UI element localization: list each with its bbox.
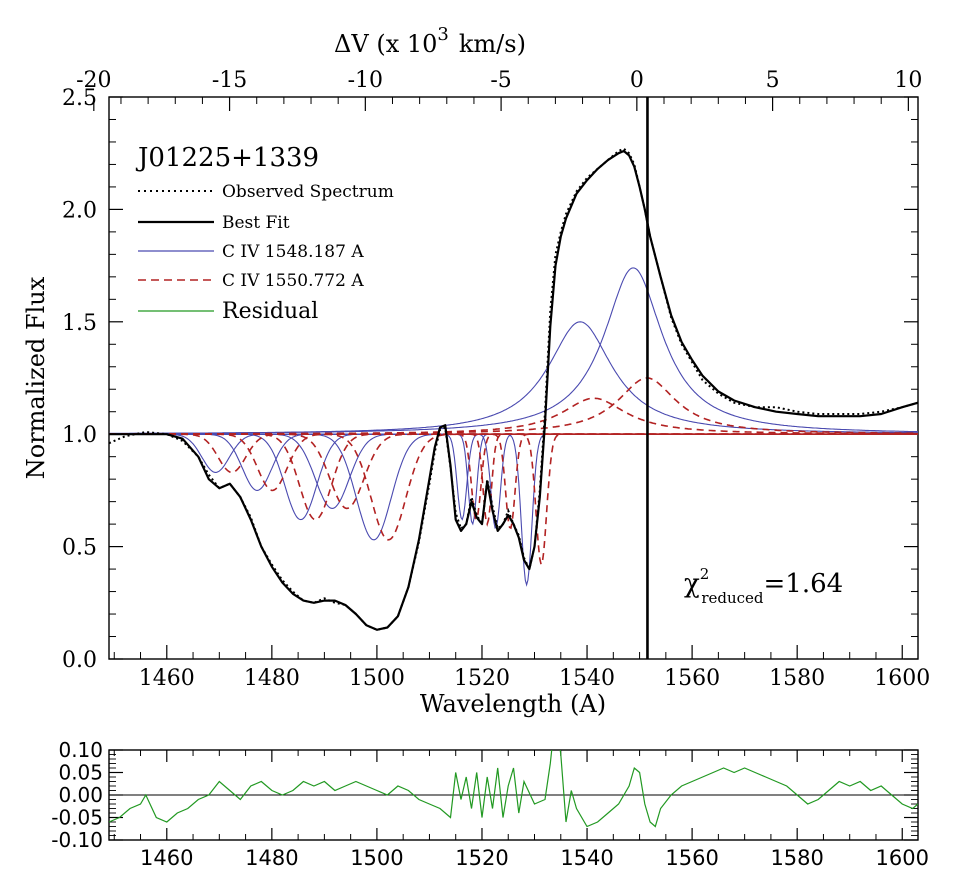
y-tick-label: 0.0 <box>62 648 97 673</box>
civ-1550-component <box>109 397 918 435</box>
civ-1550-component <box>109 377 918 435</box>
y-tick-label: 1.0 <box>62 423 97 448</box>
res-x-tick-label: 1520 <box>455 846 508 870</box>
top-axis-suffix: km/s) <box>459 30 526 58</box>
civ-1550-component <box>109 433 918 567</box>
x-tick-label: 1520 <box>454 666 510 691</box>
civ-1550-component <box>109 433 918 521</box>
residual-series-group <box>109 750 918 828</box>
best-fit-line <box>109 149 918 631</box>
civ-1548-component <box>109 433 918 521</box>
res-x-tick-label: 1580 <box>770 846 823 870</box>
top-axis-prefix: ΔV (x 10 <box>334 30 437 58</box>
civ-1548-component <box>109 433 918 587</box>
top-axis-exponent: 3 <box>437 24 448 45</box>
top-tick-label: 10 <box>894 68 922 93</box>
chi-squared-annotation: χ2 reduced=1.64 <box>684 565 843 607</box>
res-y-tick-label: 0.05 <box>58 761 103 785</box>
res-x-tick-label: 1500 <box>350 846 403 870</box>
res-y-tick-label: -0.10 <box>51 828 103 852</box>
res-x-tick-label: 1560 <box>665 846 718 870</box>
legend-label-bestfit: Best Fit <box>222 213 290 233</box>
top-tick-label: -10 <box>348 68 383 93</box>
x-tick-label: 1560 <box>664 666 720 691</box>
main-series-group <box>109 97 918 659</box>
res-x-tick-label: 1540 <box>560 846 613 870</box>
civ-1548-component <box>109 321 918 434</box>
x-tick-label: 1600 <box>874 666 930 691</box>
y-tick-label: 2.5 <box>62 86 97 111</box>
res-y-tick-label: 0.10 <box>58 738 103 762</box>
y-tick-label: 1.5 <box>62 311 97 336</box>
x-tick-label: 1480 <box>244 666 300 691</box>
top-tick-label: -15 <box>212 68 247 93</box>
top-axis-title: ΔV (x 103 km/s) <box>334 24 526 58</box>
legend-label-civ-1548: C IV 1548.187 A <box>222 242 364 262</box>
res-y-tick-label: -0.05 <box>51 806 103 830</box>
main-plot-frame <box>108 96 919 660</box>
chi-value: =1.64 <box>764 569 844 599</box>
x-tick-label: 1500 <box>349 666 405 691</box>
x-axis-title: Wavelength (A) <box>420 690 606 718</box>
residual-line <box>109 750 918 828</box>
legend-label-civ-1550: C IV 1550.772 A <box>222 271 364 291</box>
y-axis-title: Normalized Flux <box>22 276 50 479</box>
res-x-tick-label: 1600 <box>876 846 929 870</box>
legend: Observed Spectrum Best Fit C IV 1548.187… <box>138 182 394 324</box>
top-tick-label: 0 <box>630 68 644 93</box>
civ-1550-component <box>109 433 918 530</box>
top-tick-label: -5 <box>490 68 511 93</box>
chi-symbol: χ <box>684 569 700 599</box>
top-tick-label: 5 <box>766 68 780 93</box>
x-tick-label: 1580 <box>769 666 825 691</box>
civ-1550-component <box>109 433 918 527</box>
main-axis-ticks: 1460 1480 1500 1520 1540 1560 1580 1600 0.0 0.5 1.… <box>62 68 930 691</box>
y-tick-label: 2.0 <box>62 198 97 223</box>
res-x-tick-label: 1480 <box>245 846 298 870</box>
legend-label-residual: Residual <box>222 299 318 324</box>
civ-1548-component <box>109 433 918 526</box>
chi-subscript: reduced <box>701 589 764 607</box>
x-tick-label: 1460 <box>139 666 195 691</box>
observed-spectrum-line <box>109 147 918 631</box>
res-y-tick-label: 0.00 <box>58 783 103 807</box>
civ-1548-component <box>109 267 918 434</box>
x-tick-label: 1540 <box>559 666 615 691</box>
object-name: J01225+1339 <box>135 143 319 173</box>
res-x-tick-label: 1460 <box>140 846 193 870</box>
chi-superscript: 2 <box>700 565 710 583</box>
top-tick-label: -20 <box>76 68 111 93</box>
y-tick-label: 0.5 <box>62 536 97 561</box>
residual-axis-ticks: 1460 1480 1500 1520 1540 1560 1580 1600 0.100.05… <box>51 738 929 870</box>
legend-label-observed: Observed Spectrum <box>222 182 394 202</box>
